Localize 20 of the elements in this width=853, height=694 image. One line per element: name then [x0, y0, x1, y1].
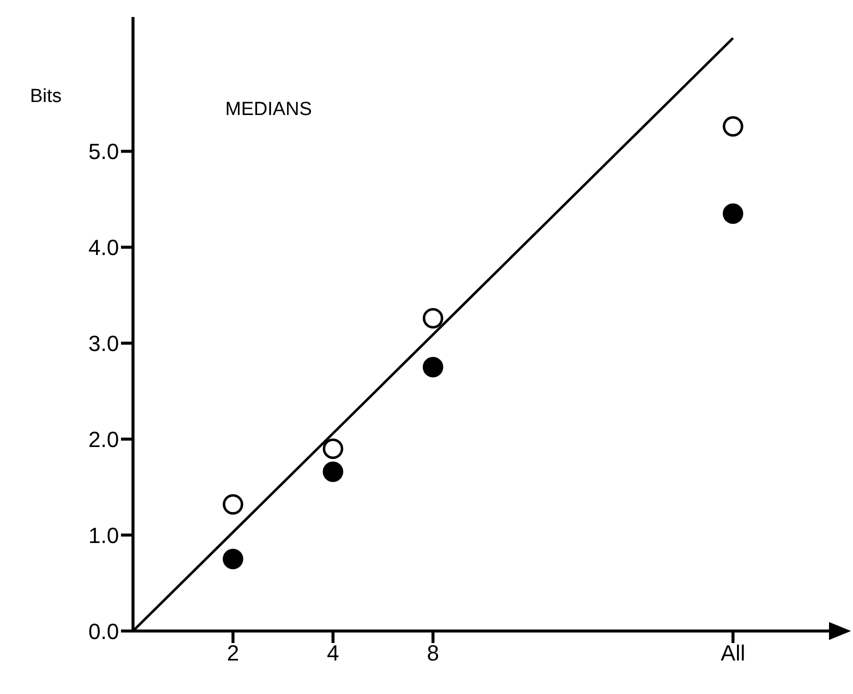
y-tick-label: 1.0 [88, 522, 119, 548]
point [722, 203, 744, 224]
point [422, 356, 444, 378]
x-tick-label: All [720, 640, 746, 666]
point [422, 308, 444, 328]
point [222, 548, 244, 570]
point [322, 461, 344, 482]
x-tick-label: 8 [426, 640, 440, 666]
point [322, 438, 344, 459]
y-tick-label: 2.0 [88, 426, 119, 452]
point [222, 494, 244, 515]
annotation: MEDIANS [225, 99, 312, 120]
y-tick-label: 5.0 [88, 139, 119, 164]
x-tick-label: 2 [226, 640, 240, 666]
x-tick-label: 4 [326, 640, 340, 666]
y-axis-title: Bits [30, 86, 62, 107]
y-tick-label: 4.0 [88, 235, 119, 260]
y-tick-label: 3.0 [88, 330, 119, 356]
y-tick-label: 0.0 [88, 618, 119, 644]
point [722, 116, 744, 137]
